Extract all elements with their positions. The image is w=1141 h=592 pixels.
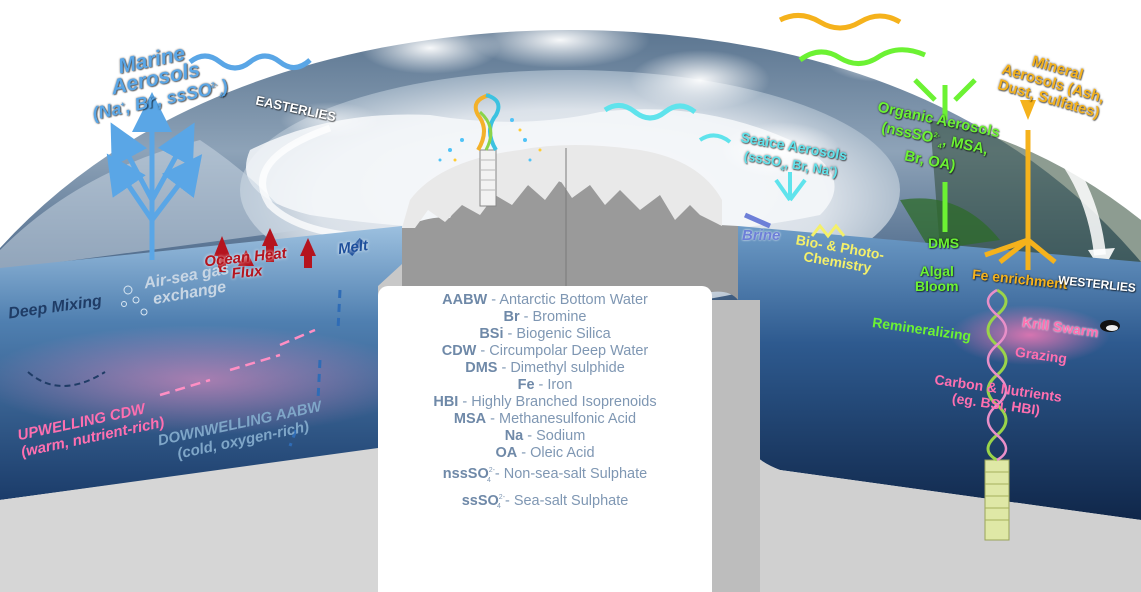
legend-desc: - Antarctic Bottom Water	[487, 292, 648, 308]
legend-row: OA - Oleic Acid	[378, 445, 712, 462]
crust-right	[738, 300, 1141, 592]
legend-panel	[378, 286, 712, 592]
legend-desc: - Sodium	[523, 428, 586, 444]
legend-abbr: ssSO	[461, 492, 499, 509]
legend-desc: - Iron	[534, 377, 573, 393]
brine-label: Brine	[742, 227, 781, 244]
legend-desc: - Bromine	[519, 309, 587, 325]
legend: AABW - Antarctic Bottom Water Br - Bromin…	[378, 292, 712, 515]
legend-row: Na - Sodium	[378, 428, 712, 445]
legend-desc: - Methanesulfonic Acid	[486, 411, 637, 427]
legend-desc: - Oleic Acid	[517, 445, 595, 461]
legend-abbr: Br	[503, 309, 520, 325]
legend-row: HBI - Highly Branched Isoprenoids	[378, 394, 712, 411]
legend-sup: 2-	[498, 493, 506, 501]
legend-abbr: MSA	[453, 411, 487, 427]
legend-row: nssSO2- 4 - Non-sea-salt Sulphate	[378, 462, 712, 489]
legend-desc: - Circumpolar Deep Water	[476, 343, 649, 359]
legend-abbr: HBI	[433, 394, 459, 410]
legend-row: ssSO2- 4 - Sea-salt Sulphate	[378, 489, 712, 516]
legend-abbr: BSi	[479, 326, 504, 342]
legend-row: MSA - Methanesulfonic Acid	[378, 411, 712, 428]
legend-row: AABW - Antarctic Bottom Water	[378, 292, 712, 309]
legend-desc: - Sea-salt Sulphate	[500, 492, 629, 509]
legend-desc: - Dimethyl sulphide	[497, 360, 625, 376]
legend-row: CDW - Circumpolar Deep Water	[378, 343, 712, 360]
legend-row: Br - Bromine	[378, 309, 712, 326]
melt-label: Melt	[336, 236, 370, 259]
crust-left-face	[0, 448, 378, 592]
legend-abbr: CDW	[441, 343, 477, 359]
legend-abbr: Na	[504, 428, 524, 444]
continent-section	[401, 179, 738, 300]
legend-row: DMS - Dimethyl sulphide	[378, 360, 712, 377]
legend-abbr: OA	[495, 445, 518, 461]
algal-bloom-label: Algal Bloom	[915, 263, 959, 294]
legend-sub: 4	[497, 503, 501, 511]
legend-desc: - Non-sea-salt Sulphate	[490, 465, 648, 482]
legend-abbr: DMS	[465, 360, 498, 376]
legend-sup: 2-	[488, 467, 495, 474]
legend-row: BSi - Biogenic Silica	[378, 326, 712, 343]
legend-abbr: AABW	[442, 292, 488, 308]
legend-row: Fe - Iron	[378, 377, 712, 394]
legend-desc: - Biogenic Silica	[503, 326, 611, 342]
dms-label: DMS	[928, 235, 960, 251]
legend-abbr: Fe	[517, 377, 535, 393]
legend-abbr: nssSO	[442, 465, 489, 482]
legend-desc: - Highly Branched Isoprenoids	[458, 394, 657, 410]
legend-sub: 4	[486, 476, 491, 484]
ocean-right	[738, 226, 1141, 520]
